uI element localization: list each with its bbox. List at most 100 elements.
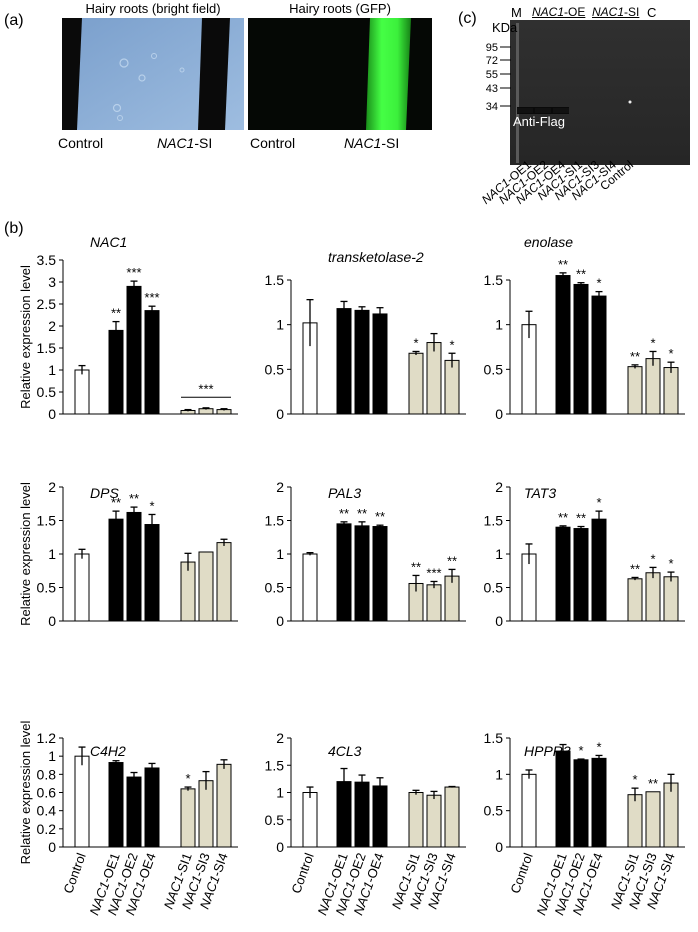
category-label: Control [507,851,535,896]
bar [336,308,352,415]
bar [444,359,460,415]
y-tick-label: 1.5 [484,730,504,746]
bar [354,525,370,622]
bracket-significance: *** [198,381,213,396]
bar [144,767,160,848]
bar [126,285,142,415]
bar [555,275,571,415]
lane-labels: NAC1-OE1NAC1-OE2NAC1-OE4NAC1-SI1NAC1-SI3… [479,160,636,207]
bar [663,576,679,622]
bar [126,776,142,848]
significance: ** [357,506,367,521]
bar [444,575,460,622]
significance: ** [558,510,568,525]
y-tick-label: 1 [276,546,284,562]
gfp-title: Hairy roots (GFP) [289,1,391,16]
significance: * [668,346,673,361]
y-tick-label: 0 [276,613,284,629]
panel-label-c: (c) [458,10,477,27]
significance: ** [648,776,658,791]
y-tick-label: 1 [495,766,503,782]
bar [302,553,318,622]
significance: ** [630,561,640,576]
significance: * [650,335,655,350]
y-tick-label: 0.5 [37,384,57,400]
significance: * [185,771,190,786]
significance: *** [144,290,159,305]
significance: * [650,551,655,566]
chart-title: 4CL3 [328,743,362,759]
y-tick-label: 0.5 [265,580,285,596]
y-tick-label: 0.5 [484,803,504,819]
bar [591,295,607,415]
y-tick-label: 0.2 [37,821,57,837]
bar [426,584,442,622]
y-tick-label: 0 [48,613,56,629]
antibody-label: Anti-Flag [513,114,566,129]
y-tick-label: 0.6 [37,785,57,801]
bar [627,366,643,415]
significance: ** [576,267,586,282]
bar [74,369,90,415]
bar [354,309,370,415]
bar [627,578,643,622]
bar [372,526,388,622]
significance: * [668,556,673,571]
y-tick-label: 1.5 [265,513,285,529]
y-tick-label: 0 [495,406,503,422]
y-tick-label: 0 [495,613,503,629]
panel-label-a: (a) [4,12,24,29]
y-tick-label: 0 [276,839,284,855]
significance: * [596,276,601,291]
y-tick-label: 2 [495,479,503,495]
significance: * [596,739,601,754]
category-label: Control [288,851,316,896]
marker-label: 55 [486,69,498,81]
y-tick-label: 1 [48,362,56,378]
bar [108,518,124,622]
bar [573,283,589,415]
significance: *** [126,265,141,280]
y-tick-label: 2.5 [37,296,57,312]
group-oe-label: NAC1-OE [532,5,586,19]
chart-title: NAC1 [90,234,127,250]
y-tick-label: 2 [48,318,56,334]
y-tick-label: 1.5 [37,513,57,529]
bar [74,553,90,622]
y-tick-label: 1 [48,748,56,764]
bar [126,511,142,622]
significance: ** [630,349,640,364]
bar [180,788,196,848]
bar [216,763,232,848]
significance: * [149,498,154,513]
marker-label: 34 [486,101,498,113]
bar [426,342,442,415]
bar [555,750,571,848]
bar [336,523,352,622]
y-tick-label: 2 [276,730,284,746]
bar [198,780,214,848]
expression-charts: 0 0.5 1 1.5 2 2.5 3 3.5 NAC1 Relative expression … [18,234,685,917]
y-tick-label: 0.5 [37,580,57,596]
y-tick-label: 1 [276,785,284,801]
y-axis-label: Relative expression level [18,720,33,864]
marker-label: 95 [486,42,498,54]
significance: ** [129,491,139,506]
bar [645,791,661,848]
y-tick-label: 2 [48,479,56,495]
panel-label-b: (b) [4,220,24,237]
si-label-a: NAC1-SI [157,135,213,151]
bar [555,526,571,622]
y-tick-label: 1.2 [37,730,57,746]
bar [645,572,661,622]
significance: * [413,335,418,350]
y-tick-label: 1.5 [37,340,57,356]
lane-m-label: M [511,5,522,20]
bar [408,792,424,848]
chart-5: 00.511.52 TAT3** ****** * [484,479,685,629]
bar [108,762,124,848]
group-si-label: NAC1-SI [592,5,640,19]
